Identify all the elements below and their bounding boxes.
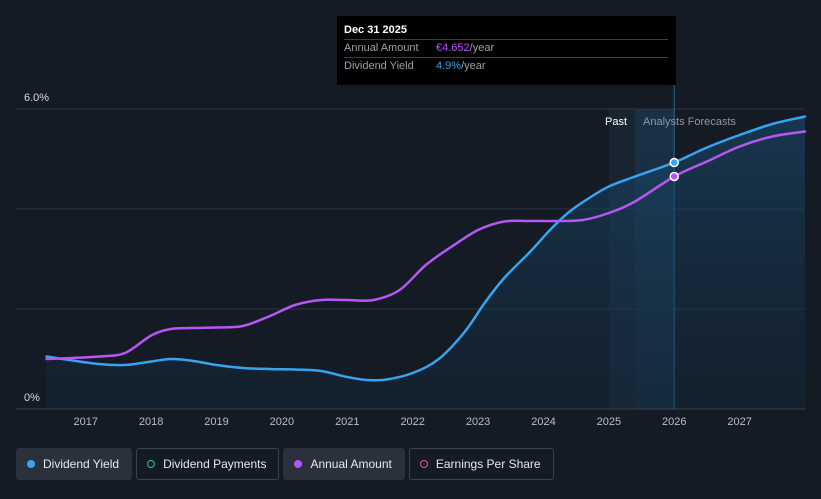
tooltip-date: Dec 31 2025	[344, 24, 407, 36]
forecast-label: Analysts Forecasts	[643, 116, 736, 128]
legend-label: Earnings Per Share	[435, 457, 541, 471]
past-label: Past	[605, 116, 627, 128]
dividend-yield-line	[45, 115, 807, 382]
legend-dot-icon	[294, 460, 303, 468]
x-tick-label: 2018	[139, 416, 163, 428]
x-tick-label: 2026	[662, 416, 686, 428]
tooltip-value: €4.652	[436, 42, 470, 54]
dividend-yield-marker	[669, 157, 679, 168]
y-tick-label: 6.0%	[24, 92, 49, 104]
tooltip-unit: /year	[469, 42, 495, 54]
tooltip-row-dividend-yield: Dividend Yield 4.9% /year	[344, 57, 668, 75]
dividend-yield-area	[46, 116, 805, 409]
tooltip-unit: /year	[461, 60, 486, 72]
annual-amount-line	[45, 130, 807, 361]
x-tick-label: 2027	[727, 416, 751, 428]
tooltip: Dec 31 2025 Annual Amount €4.652 /year D…	[337, 16, 676, 85]
legend-label: Dividend Payments	[163, 457, 267, 471]
tooltip-label: Annual Amount	[344, 42, 419, 54]
x-tick-label: 2019	[204, 416, 228, 428]
x-tick-label: 2023	[466, 416, 490, 428]
x-tick-label: 2017	[74, 416, 98, 428]
tooltip-value: 4.9%	[436, 60, 462, 72]
tooltip-row-annual-amount: Annual Amount €4.652 /year	[344, 39, 668, 57]
legend-ring-icon	[147, 460, 156, 468]
x-tick-label: 2024	[531, 416, 555, 428]
legend-item-dividend-yield[interactable]: Dividend Yield	[16, 448, 133, 480]
legend: Dividend Yield Dividend Payments Annual …	[16, 448, 554, 480]
y-tick-label: 0%	[24, 392, 40, 404]
legend-item-earnings-per-share[interactable]: Earnings Per Share	[408, 448, 554, 480]
legend-dot-icon	[27, 460, 35, 468]
legend-label: Dividend Yield	[43, 457, 120, 471]
legend-item-dividend-payments[interactable]: Dividend Payments	[136, 448, 280, 480]
annual-amount-marker	[669, 171, 679, 182]
tooltip-label: Dividend Yield	[344, 60, 414, 72]
x-tick-label: 2022	[400, 416, 424, 428]
x-tick-label: 2020	[270, 416, 294, 428]
legend-item-annual-amount[interactable]: Annual Amount	[283, 448, 405, 480]
x-tick-label: 2025	[597, 416, 621, 428]
legend-label: Annual Amount	[310, 457, 392, 471]
legend-ring-icon	[419, 460, 428, 468]
x-tick-label: 2021	[335, 416, 359, 428]
